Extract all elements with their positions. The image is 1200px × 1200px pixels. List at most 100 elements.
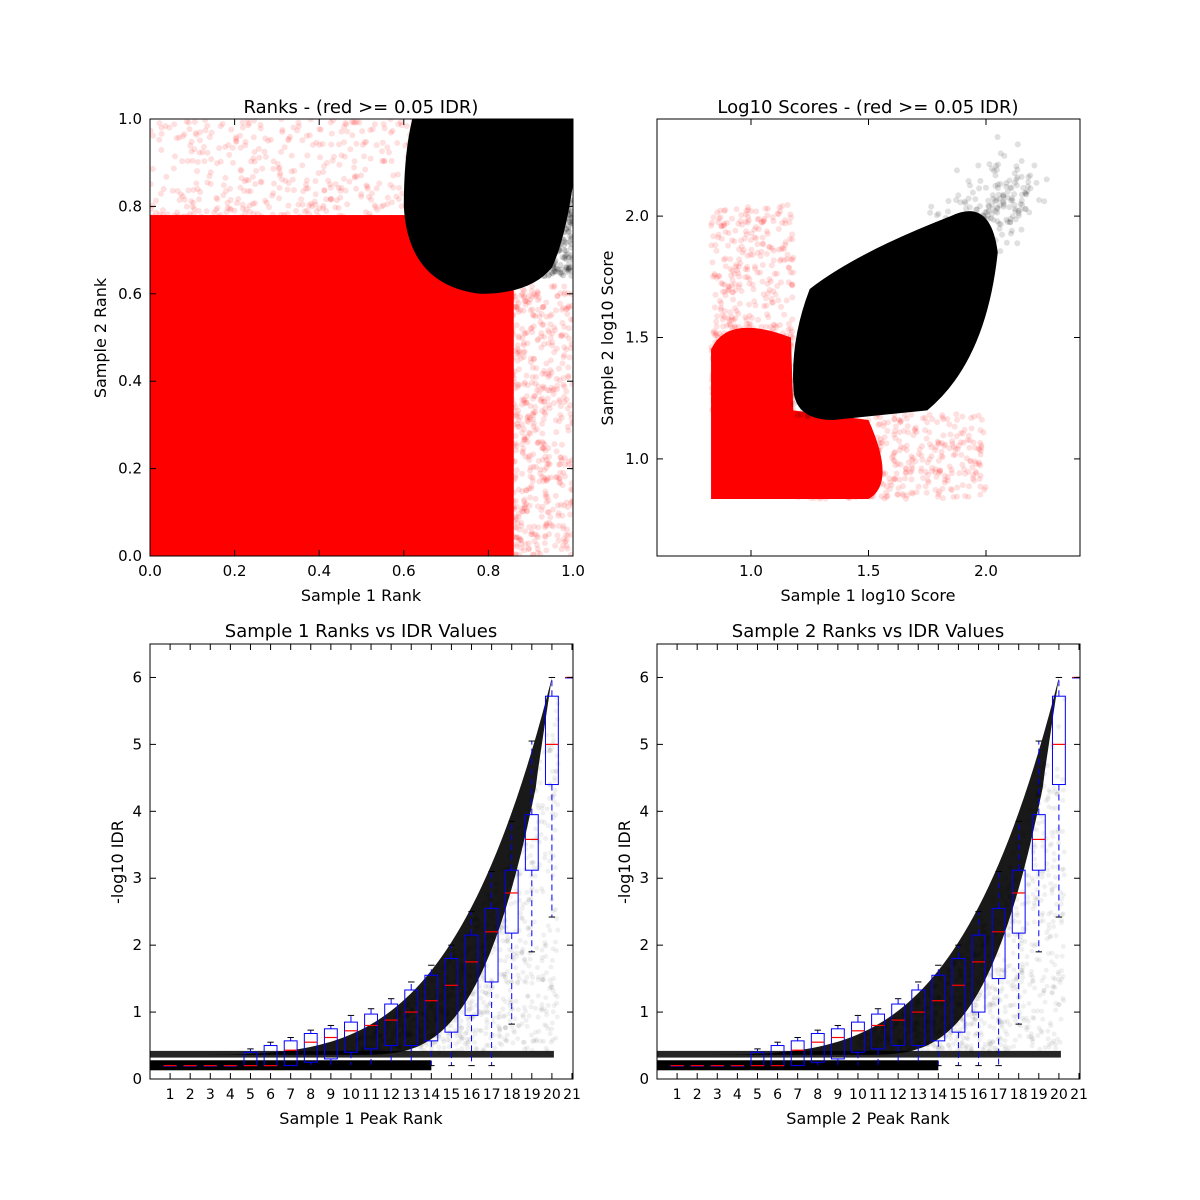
- grey-point: [464, 991, 470, 997]
- red-point: [541, 405, 548, 412]
- black-point: [978, 250, 985, 257]
- black-point: [809, 395, 816, 402]
- red-point: [897, 461, 904, 468]
- grey-point: [491, 916, 497, 922]
- black-point: [966, 253, 973, 260]
- red-point: [873, 446, 880, 453]
- grey-point: [1049, 887, 1055, 893]
- grey-point: [488, 897, 494, 903]
- grey-point: [997, 936, 1003, 942]
- black-point: [552, 170, 559, 177]
- red-point: [939, 495, 946, 502]
- red-point: [546, 372, 553, 379]
- red-point: [512, 432, 519, 439]
- grey-point: [481, 999, 487, 1005]
- grey-point: [984, 929, 990, 935]
- red-point: [727, 265, 734, 272]
- red-point: [710, 398, 717, 405]
- grey-point: [511, 1030, 517, 1036]
- black-point: [872, 349, 879, 356]
- red-point: [334, 197, 341, 204]
- red-point: [797, 480, 804, 487]
- red-point: [517, 536, 524, 543]
- red-point: [246, 202, 253, 209]
- red-point: [772, 366, 779, 373]
- grey-point: [1039, 978, 1045, 984]
- red-point: [505, 520, 512, 527]
- red-point: [721, 222, 728, 229]
- black-point: [558, 269, 565, 276]
- red-point: [257, 178, 264, 185]
- red-point: [502, 474, 509, 481]
- red-point: [837, 456, 844, 463]
- grey-point: [451, 963, 457, 969]
- black-point: [825, 365, 832, 372]
- black-point: [544, 198, 551, 205]
- red-point: [237, 144, 244, 151]
- black-point: [911, 293, 918, 300]
- red-point: [224, 204, 231, 211]
- black-point: [942, 214, 949, 221]
- red-point: [181, 131, 188, 138]
- red-point: [804, 432, 811, 439]
- red-point: [556, 475, 563, 482]
- box-body: [444, 958, 459, 1033]
- red-point: [789, 335, 796, 342]
- red-point: [321, 187, 328, 194]
- black-point: [842, 371, 849, 378]
- grey-point: [409, 1031, 415, 1037]
- red-point: [543, 299, 550, 306]
- grey-point: [373, 1037, 379, 1043]
- black-point: [869, 296, 876, 303]
- red-point: [719, 398, 726, 405]
- red-point: [891, 415, 898, 422]
- red-point: [204, 149, 211, 156]
- black-point: [884, 330, 891, 337]
- black-point: [567, 233, 573, 240]
- red-point: [225, 141, 232, 148]
- red-point: [932, 486, 939, 493]
- red-point: [712, 339, 719, 346]
- red-point: [543, 522, 550, 529]
- red-point: [237, 166, 244, 173]
- red-point: [393, 264, 400, 271]
- red-point: [556, 398, 563, 405]
- red-point: [736, 300, 743, 307]
- grey-point: [396, 1010, 402, 1016]
- red-point: [796, 417, 803, 424]
- grey-point: [400, 1035, 406, 1041]
- red-point: [710, 405, 717, 412]
- grey-point: [976, 1037, 982, 1043]
- red-point: [941, 476, 948, 483]
- red-point: [363, 138, 370, 145]
- black-point: [826, 393, 833, 400]
- grey-point: [472, 988, 478, 994]
- black-point: [970, 229, 977, 236]
- red-point: [868, 466, 875, 473]
- black-point: [876, 319, 883, 326]
- red-point: [525, 546, 532, 553]
- red-point: [766, 361, 773, 368]
- red-point: [724, 333, 731, 340]
- red-point: [312, 178, 319, 185]
- red-point: [505, 519, 512, 526]
- red-point: [529, 283, 536, 290]
- red-point: [790, 406, 797, 413]
- black-point: [960, 237, 967, 244]
- black-point: [555, 248, 562, 255]
- red-point: [281, 144, 288, 151]
- red-point: [972, 444, 979, 451]
- grey-point: [1040, 870, 1046, 876]
- grey-point: [884, 1032, 890, 1038]
- red-point: [299, 201, 306, 208]
- grey-point: [1052, 829, 1058, 835]
- x-tick-label: 11: [362, 1087, 380, 1103]
- red-point: [502, 496, 509, 503]
- black-point: [826, 359, 833, 366]
- red-point: [563, 499, 570, 506]
- red-point: [733, 261, 740, 268]
- red-point: [894, 491, 901, 498]
- red-point: [372, 204, 379, 211]
- red-point: [505, 463, 512, 470]
- red-point: [748, 370, 755, 377]
